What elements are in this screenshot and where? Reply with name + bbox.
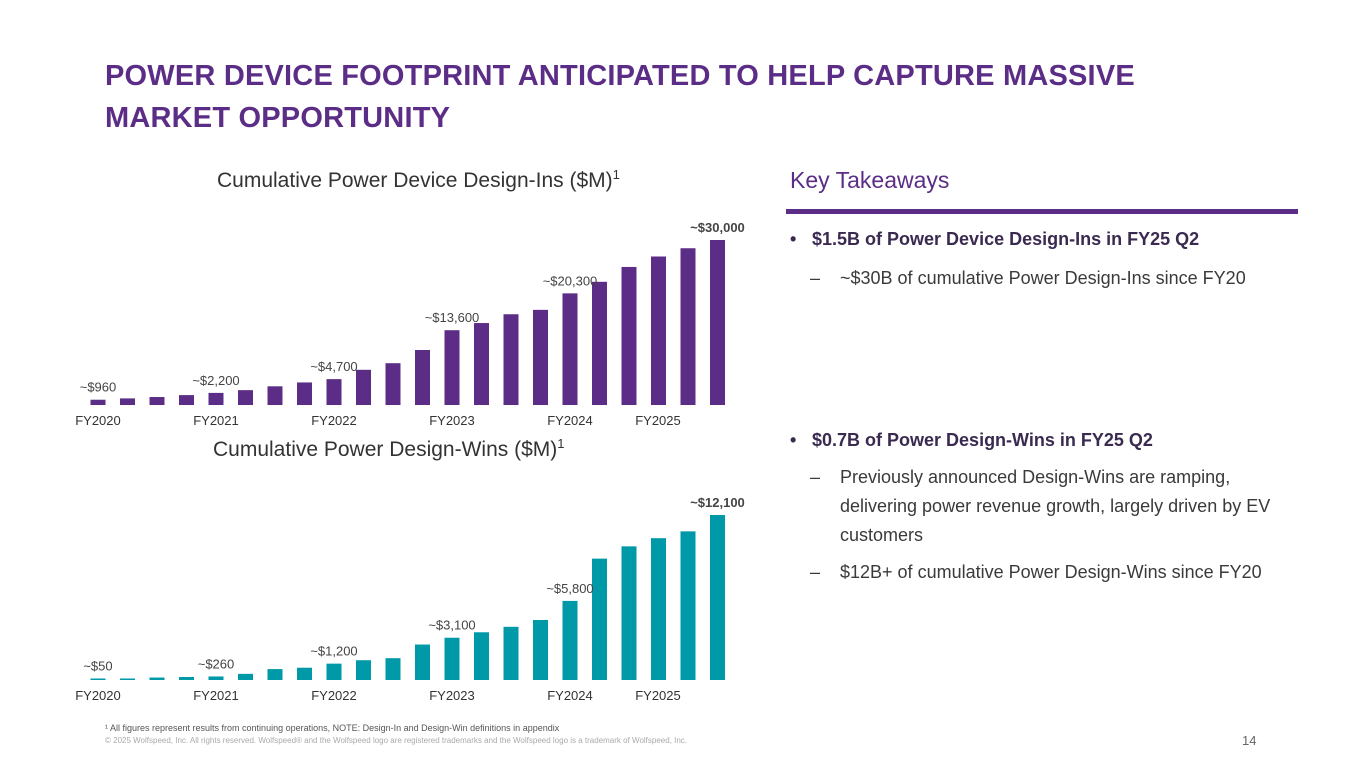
bar-1-4 — [208, 676, 224, 680]
takeaway-bullet-design-ins: • $1.5B of Power Device Design-Ins in FY2… — [790, 229, 1199, 250]
bar-0-13 — [474, 323, 489, 405]
bar-1-9 — [356, 660, 371, 680]
bar-1-0 — [90, 678, 106, 680]
data-label-0-21: ~$30,000 — [690, 220, 745, 235]
data-label-1-16: ~$5,800 — [546, 581, 593, 596]
bar-1-21 — [710, 515, 725, 680]
bar-1-3 — [179, 677, 194, 680]
data-label-0-4: ~$2,200 — [192, 373, 239, 388]
bar-1-8 — [326, 663, 342, 680]
key-takeaways-divider — [786, 209, 1298, 214]
bar-1-5 — [238, 673, 253, 680]
sub-dash: – — [810, 268, 821, 288]
bar-0-3 — [179, 395, 194, 405]
page-title: POWER DEVICE FOOTPRINT ANTICIPATED TO HE… — [105, 60, 1135, 134]
bar-0-15 — [533, 309, 548, 405]
tick-label-1-4: FY2024 — [547, 688, 593, 703]
tick-label-0-4: FY2024 — [547, 413, 593, 428]
tick-label-1-1: FY2021 — [193, 688, 239, 703]
bar-1-2 — [149, 677, 165, 680]
bar-0-17 — [592, 281, 607, 405]
takeaway-bullet-design-wins: • $0.7B of Power Design-Wins in FY25 Q2 — [790, 430, 1153, 451]
takeaway-bullet-design-wins-text: $0.7B of Power Design-Wins in FY25 Q2 — [812, 430, 1153, 450]
bar-0-7 — [297, 382, 312, 405]
bar-0-10 — [385, 363, 401, 405]
tick-label-1-3: FY2023 — [429, 688, 475, 703]
bar-0-14 — [503, 314, 519, 405]
data-label-0-0: ~$960 — [80, 380, 117, 395]
bar-1-18 — [621, 546, 637, 680]
bar-1-10 — [385, 658, 401, 680]
bar-1-1 — [120, 678, 135, 680]
sub-dash: – — [810, 562, 821, 582]
bar-1-15 — [533, 620, 548, 680]
bar-1-14 — [503, 626, 519, 680]
tick-label-0-5: FY2025 — [635, 413, 681, 428]
chart-title-design-ins: Cumulative Power Device Design-Ins ($M)1 — [217, 167, 620, 193]
data-label-1-21: ~$12,100 — [690, 495, 745, 510]
design-wins-bar-chart: ~$50 ~$260 ~$1,200 ~$3,100 ~$5,800 ~$12,100 FY… — [75, 495, 745, 703]
data-label-0-16: ~$20,300 — [543, 273, 598, 288]
chart-title-design-ins-text: Cumulative Power Device Design-Ins ($M) — [217, 169, 613, 192]
takeaway-sub-design-wins-cumulative-text: $12B+ of cumulative Power Design-Wins si… — [840, 562, 1262, 582]
bar-0-19 — [651, 256, 666, 405]
bar-1-6 — [267, 669, 283, 680]
bar-1-12 — [444, 637, 460, 680]
tick-label-0-3: FY2023 — [429, 413, 475, 428]
data-label-0-8: ~$4,700 — [310, 359, 357, 374]
bar-1-17 — [592, 558, 607, 680]
bar-0-0 — [90, 399, 106, 405]
sub-dash: – — [810, 467, 821, 487]
copyright-notice: © 2025 Wolfspeed, Inc. All rights reserv… — [105, 736, 688, 745]
bar-0-9 — [356, 369, 371, 405]
bar-0-1 — [120, 398, 135, 405]
bar-1-19 — [651, 538, 666, 680]
tick-label-1-2: FY2022 — [311, 688, 357, 703]
tick-label-0-2: FY2022 — [311, 413, 357, 428]
takeaway-sub-design-ins-cumulative: – ~$30B of cumulative Power Design-Ins si… — [810, 264, 1310, 293]
bullet-dot: • — [790, 229, 797, 249]
tick-label-0-1: FY2021 — [193, 413, 239, 428]
bar-0-21 — [710, 240, 725, 405]
tick-label-1-5: FY2025 — [635, 688, 681, 703]
data-label-1-0: ~$50 — [83, 659, 112, 674]
design-ins-bar-chart: ~$960 ~$2,200 ~$4,700 ~$13,600 ~$20,300 ~$30,… — [75, 220, 745, 428]
bar-0-20 — [680, 248, 696, 405]
bar-1-11 — [415, 644, 430, 680]
data-label-1-4: ~$260 — [198, 656, 235, 671]
bar-1-13 — [474, 632, 489, 680]
tick-label-1-0: FY2020 — [75, 688, 121, 703]
bar-0-11 — [415, 350, 430, 405]
chart-title-design-wins-footnote-mark: 1 — [557, 436, 565, 451]
footnote: ¹ All figures represent results from con… — [105, 723, 560, 733]
data-label-1-12: ~$3,100 — [428, 618, 475, 633]
bar-0-16 — [562, 293, 578, 405]
bar-1-7 — [297, 667, 312, 680]
key-takeaways-heading: Key Takeaways — [790, 167, 950, 193]
bar-0-2 — [149, 397, 165, 405]
chart-title-design-wins-text: Cumulative Power Design-Wins ($M) — [213, 438, 558, 461]
bullet-dot: • — [790, 430, 797, 450]
takeaway-sub-design-wins-cumulative: – $12B+ of cumulative Power Design-Wins s… — [810, 558, 1300, 587]
takeaway-sub-design-wins-ramping-text: Previously announced Design-Wins are ram… — [840, 467, 1271, 545]
bar-0-8 — [326, 379, 342, 405]
chart-title-design-wins: Cumulative Power Design-Wins ($M)1 — [213, 436, 565, 462]
bar-0-5 — [238, 390, 253, 405]
tick-label-0-0: FY2020 — [75, 413, 121, 428]
bar-0-4 — [208, 392, 224, 405]
takeaway-sub-design-wins-ramping: – Previously announced Design-Wins are ra… — [810, 463, 1300, 550]
bar-1-16 — [562, 600, 578, 680]
bar-0-12 — [444, 330, 460, 405]
takeaway-sub-design-ins-cumulative-text: ~$30B of cumulative Power Design-Ins sin… — [840, 268, 1246, 288]
bar-0-18 — [621, 266, 637, 405]
data-label-0-12: ~$13,600 — [425, 310, 480, 325]
bar-1-20 — [680, 531, 696, 680]
page-number: 14 — [1242, 733, 1257, 748]
takeaway-bullet-design-ins-text: $1.5B of Power Device Design-Ins in FY25… — [812, 229, 1200, 249]
data-label-1-8: ~$1,200 — [310, 644, 357, 659]
chart-title-design-ins-footnote-mark: 1 — [612, 167, 620, 182]
bar-0-6 — [267, 386, 283, 405]
